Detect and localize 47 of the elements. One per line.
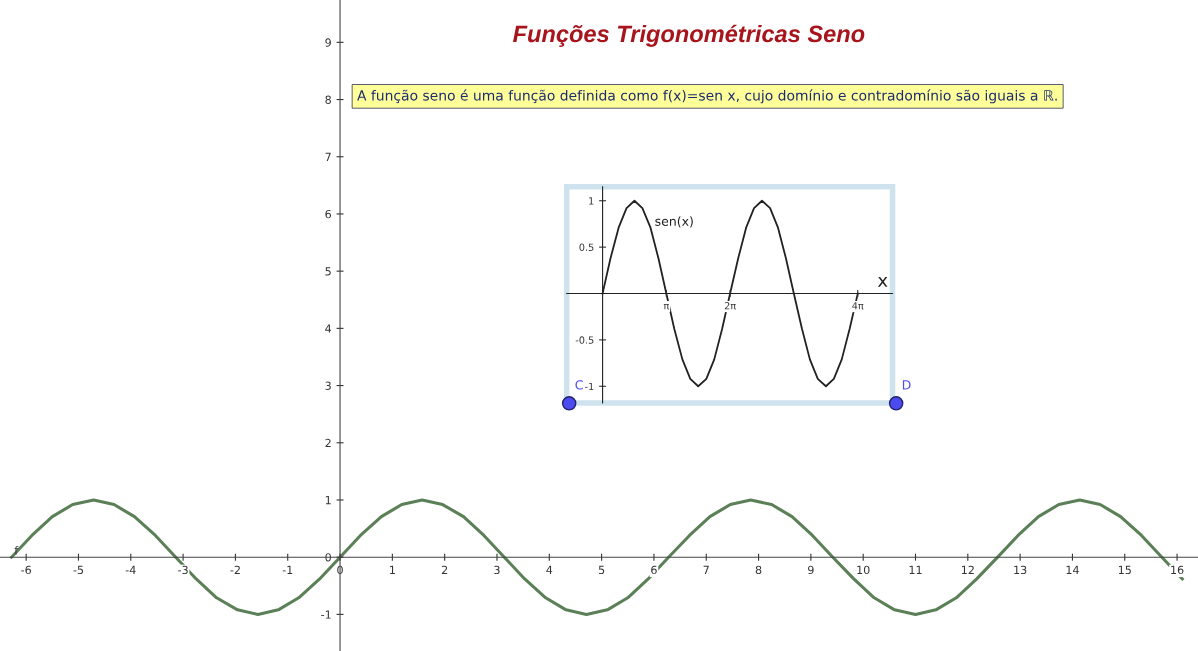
y-tick-label: 1 [589,197,594,205]
x-tick-label: 9 [808,565,814,575]
x-tick-label: 1 [390,565,395,574]
x-tick-label: -6 [21,565,31,575]
x-tick-label: 7 [703,565,709,574]
x-tick-label: 5 [598,565,605,575]
x-tick-label: 2 [441,565,448,574]
annotation: A função seno é uma função definida como f(x)=sen x, cujo domínio e contradomínio são iguais a ℝ. [357,89,1057,104]
x-tick-label: 11 [909,565,922,574]
series-label: C [575,380,583,390]
text: Funções Trigonométricas Seno [513,24,865,47]
y-tick-label: 7 [325,152,331,161]
y-tick-label: 8 [325,95,331,104]
x-tick-label: -3 [178,565,188,575]
y-tick-label: -0.5 [575,336,594,344]
y-tick-label: -1 [585,382,594,390]
y-tick-label: 2 [325,438,331,447]
x-tick-label: 3 [494,565,500,575]
x-tick-label: 13 [1014,565,1027,575]
x-tick-label: 2π [724,302,736,310]
x-tick-label: 4π [852,302,864,310]
y-tick-label: 0.5 [579,243,594,251]
y-tick-label: -1 [321,610,331,619]
y-tick-label: 6 [325,209,332,219]
y-tick-label: 1 [325,496,331,505]
x-tick-label: -5 [73,565,84,575]
y-tick-label: 4 [325,324,332,333]
annotation: sen(x) [655,216,693,228]
x-tick-label: 16 [1171,565,1184,575]
y-tick-label: 3 [325,381,331,390]
x-tick-label: -2 [230,565,240,574]
x-tick-label: 8 [755,565,762,575]
x-tick-label: π [663,303,670,310]
x-tick-label: -1 [282,565,293,574]
y-tick-label: 5 [325,267,331,276]
x-tick-label: 10 [857,565,870,575]
x-tick-label: 12 [961,565,974,574]
x-tick-label: 15 [1118,565,1131,575]
x-tick-label: 0 [337,565,343,575]
y-tick-label: 9 [325,38,331,47]
series-label: D [902,380,911,390]
x-tick-label: 14 [1066,565,1079,574]
x-tick-label: 4 [546,565,553,574]
series-label: f [14,545,19,555]
x-axis-title: x [877,276,888,287]
x-tick-label: 6 [651,565,657,575]
x-tick-label: -4 [125,565,136,574]
